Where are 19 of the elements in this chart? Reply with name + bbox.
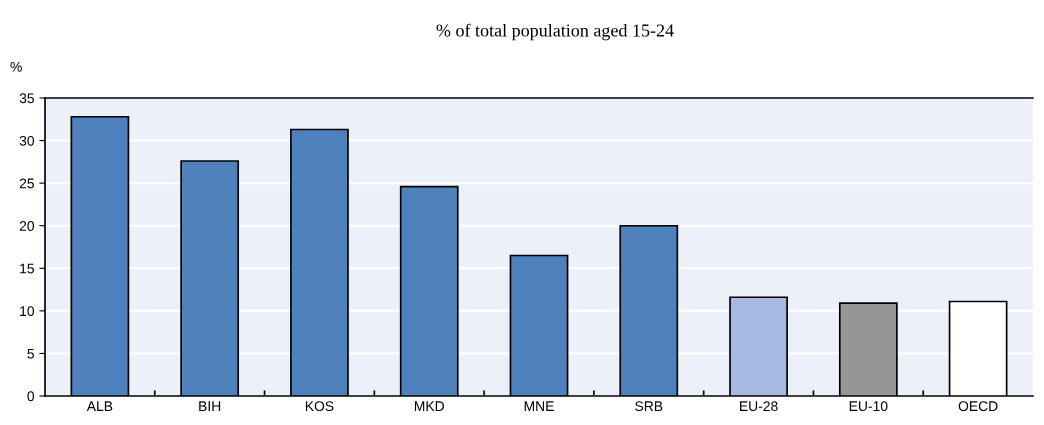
y-tick-label: 10 bbox=[20, 306, 35, 317]
x-tick-label: EU-10 bbox=[849, 401, 888, 412]
chart-title: % of total population aged 15-24 bbox=[436, 23, 674, 41]
x-tick-label: BIH bbox=[199, 401, 221, 411]
x-tick-label: MNE bbox=[524, 401, 554, 411]
x-tick-label: EU-28 bbox=[740, 401, 778, 412]
y-axis-title: % bbox=[10, 61, 22, 72]
y-tick-label: 30 bbox=[19, 135, 35, 146]
x-tick-label: SRB bbox=[635, 401, 663, 412]
y-tick-label: 20 bbox=[19, 221, 35, 231]
x-tick-label: KOS bbox=[305, 401, 334, 412]
x-tick-label: ALB bbox=[86, 401, 113, 411]
y-tick-label: 5 bbox=[27, 348, 34, 359]
y-tick-label: 15 bbox=[20, 263, 34, 274]
y-tick-label: 25 bbox=[19, 178, 34, 189]
y-tick-label: 35 bbox=[19, 93, 34, 104]
x-tick-label: MKD bbox=[414, 401, 444, 411]
y-tick-label: 0 bbox=[27, 391, 35, 402]
x-tick-label: OECD bbox=[958, 401, 998, 412]
